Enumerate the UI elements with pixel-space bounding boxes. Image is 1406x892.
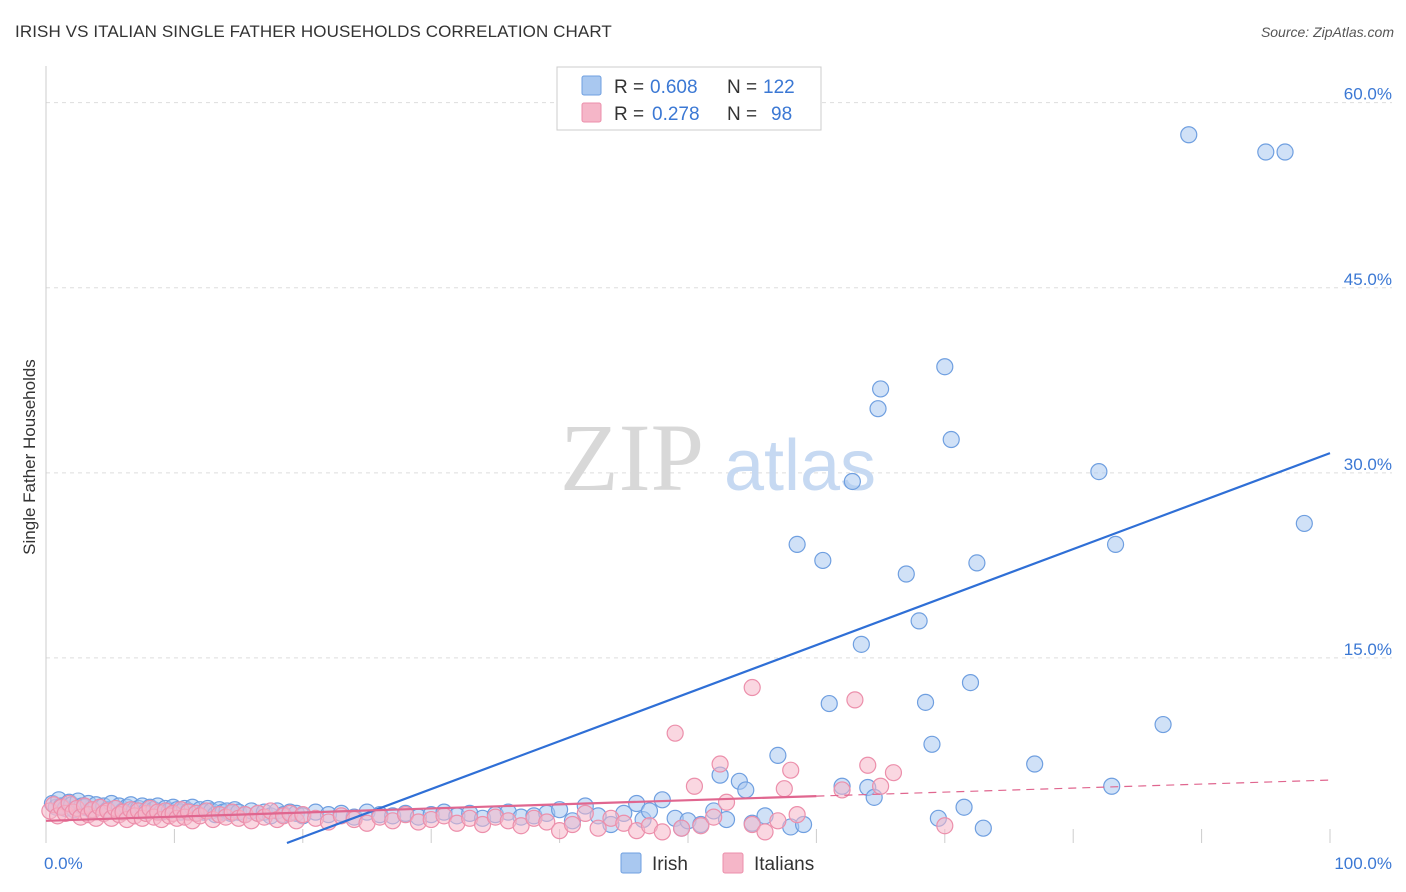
italians-point-83 [653, 823, 671, 841]
irish-point-131 [1257, 143, 1275, 161]
irish-point-112 [869, 400, 887, 418]
irish-point-130 [1180, 126, 1198, 144]
legend-label-irish: Irish [652, 854, 688, 875]
watermark: ZIP atlas [560, 404, 876, 511]
italians-point-96 [788, 806, 806, 824]
irish-point-80 [550, 801, 569, 819]
italians-point-103 [936, 817, 954, 835]
legend-swatch-italians [581, 102, 602, 123]
legend-n-value-italians: 98 [771, 104, 792, 125]
irish-point-125 [1026, 755, 1044, 773]
irish-point-132 [1276, 143, 1294, 161]
italians-point-63 [396, 806, 415, 824]
legend-swatch-irish [581, 75, 602, 96]
irish-point-98 [737, 781, 755, 799]
irish-point-88 [640, 802, 659, 820]
italians-point-77 [576, 804, 594, 822]
trend-line-irish-0 [286, 452, 1331, 845]
legend-series: Irish Italians [620, 852, 814, 875]
irish-point-121 [955, 798, 973, 816]
trend-line-italians-1 [45, 795, 817, 822]
italians-point-91 [743, 815, 761, 834]
y-tick-label-1: 30.0% [1344, 455, 1392, 474]
irish-point-105 [814, 551, 832, 570]
x-tick-label-1: 100.0% [1334, 854, 1392, 873]
italians-point-74 [538, 813, 556, 831]
italians-point-69 [473, 815, 492, 834]
italians-point-99 [846, 691, 864, 709]
italians-point-80 [615, 814, 633, 832]
irish-point-114 [897, 565, 915, 583]
italians-point-98 [833, 781, 851, 799]
irish-point-113 [871, 380, 890, 398]
legend-r-value-irish: 0.608 [650, 77, 698, 98]
legend-r-label-irish: R = [614, 77, 644, 98]
italians-point-97 [743, 678, 761, 697]
italians-point-89 [711, 755, 729, 773]
tick-labels: 15.0% 30.0% 45.0% 60.0% 0.0% 100.0% [44, 85, 1392, 873]
italians-point-85 [672, 819, 691, 837]
italians-point-101 [871, 777, 890, 795]
watermark-zip: ZIP [560, 404, 704, 511]
irish-point-117 [923, 735, 941, 753]
italians-point-94 [775, 780, 793, 798]
irish-point-126 [1090, 463, 1108, 481]
italians-point-93 [769, 812, 787, 830]
irish-point-109 [852, 635, 870, 653]
irish-point-86 [628, 794, 646, 813]
italians-point-100 [859, 756, 877, 774]
irish-point-129 [1154, 715, 1172, 734]
x-tick-label-0: 0.0% [44, 854, 83, 873]
grid-lines [46, 102, 1392, 659]
irish-point-116 [916, 693, 935, 711]
irish-point-128 [1106, 535, 1125, 554]
italians-point-95 [782, 761, 800, 779]
y-tick-label-3: 60.0% [1344, 85, 1392, 104]
data-points [41, 126, 1313, 841]
legend-n-label-italians: N = [727, 104, 757, 125]
irish-point-103 [788, 535, 806, 554]
source-credit: Source: ZipAtlas.com [1260, 24, 1394, 40]
italians-point-102 [884, 764, 903, 782]
italians-point-76 [563, 815, 582, 834]
italians-point-86 [685, 777, 704, 795]
italians-point-88 [705, 808, 723, 826]
irish-point-108 [843, 472, 861, 491]
italians-point-72 [512, 817, 530, 835]
legend-r-label-italians: R = [614, 104, 644, 125]
legend-swatch-irish-bottom [620, 852, 642, 874]
italians-point-90 [717, 793, 736, 811]
irish-point-106 [820, 694, 838, 713]
legend-correlation: R = 0.608 N = 122 R = 0.278 N = 98 [556, 66, 822, 131]
y-axis-label: Single Father Households [20, 359, 39, 555]
legend-n-label-irish: N = [727, 77, 757, 98]
irish-point-123 [968, 554, 986, 572]
italians-point-92 [756, 823, 774, 841]
irish-point-119 [936, 358, 954, 376]
italians-point-84 [666, 724, 684, 742]
chart-title: IRISH VS ITALIAN SINGLE FATHER HOUSEHOLD… [15, 22, 612, 41]
legend-label-italians: Italians [754, 854, 814, 875]
legend-swatch-italians-bottom [722, 852, 744, 874]
y-tick-label-2: 45.0% [1344, 270, 1392, 289]
trend-lines [45, 452, 1331, 845]
italians-point-87 [692, 817, 710, 835]
italians-point-78 [589, 819, 607, 837]
irish-point-122 [961, 673, 980, 692]
legend-r-value-italians: 0.278 [652, 104, 700, 125]
legend-n-value-irish: 122 [763, 77, 795, 98]
trend-line-italians-2 [816, 779, 1331, 797]
y-tick-label-0: 15.0% [1344, 640, 1392, 659]
irish-point-133 [1295, 514, 1313, 533]
irish-point-127 [1103, 777, 1121, 795]
irish-point-101 [769, 746, 787, 764]
irish-point-115 [910, 612, 928, 630]
watermark-atlas: atlas [724, 426, 876, 506]
irish-point-124 [974, 819, 992, 837]
irish-point-120 [942, 430, 960, 449]
